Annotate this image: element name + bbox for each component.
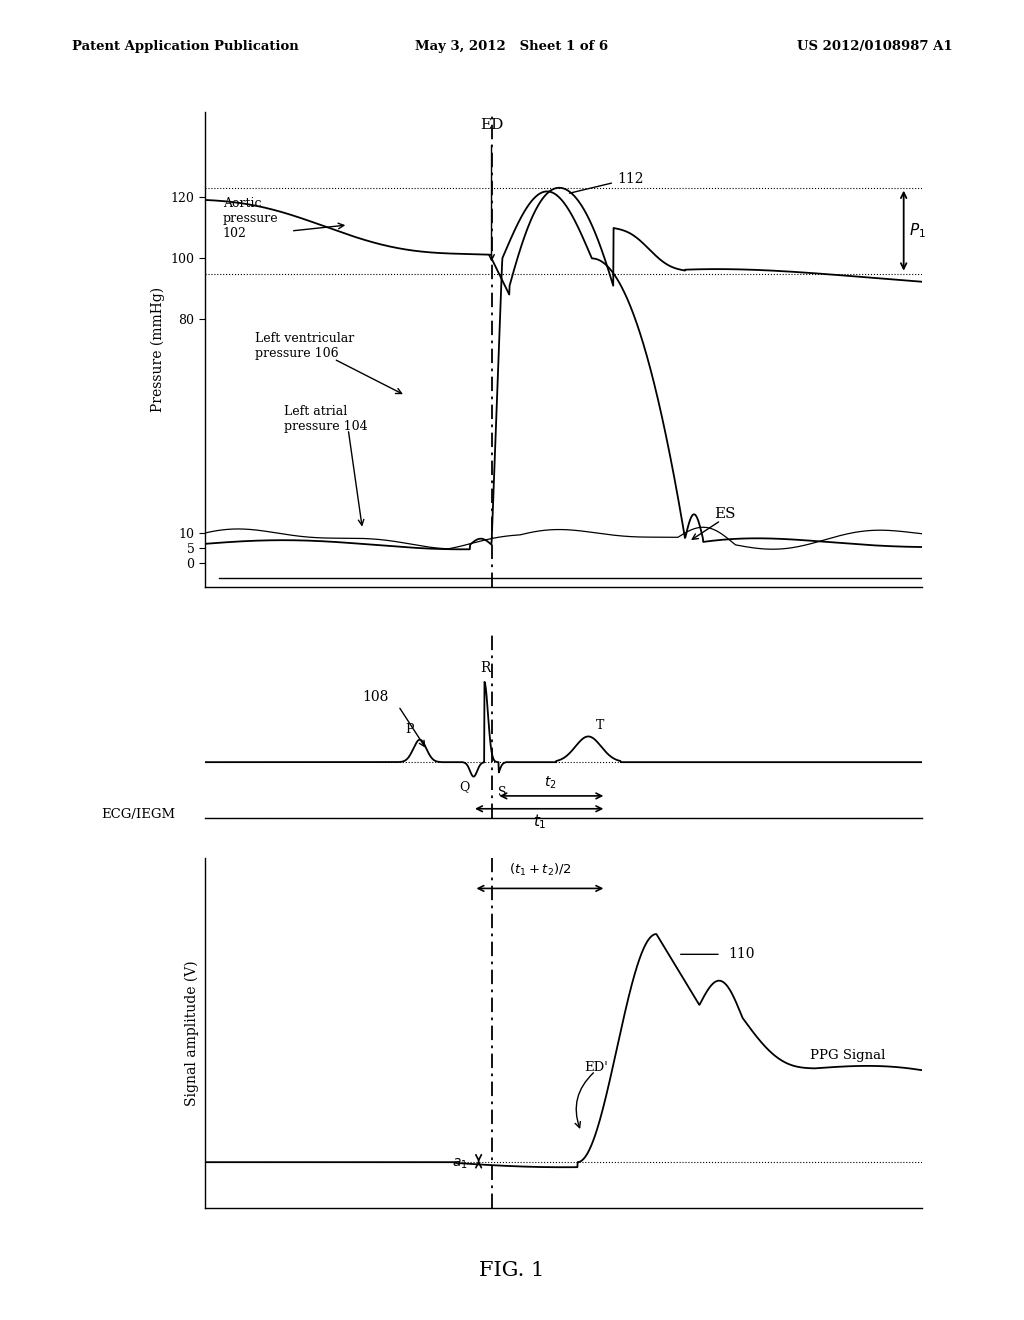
Text: ES: ES [714, 507, 735, 521]
Text: ED': ED' [585, 1061, 608, 1073]
Text: PPG Signal: PPG Signal [810, 1049, 886, 1063]
Text: T: T [596, 718, 604, 731]
Text: P: P [406, 723, 414, 737]
Text: Patent Application Publication: Patent Application Publication [72, 40, 298, 53]
Text: 108: 108 [362, 690, 389, 705]
Y-axis label: Pressure (mmHg): Pressure (mmHg) [151, 288, 165, 412]
Text: ED: ED [480, 119, 503, 132]
Y-axis label: Signal amplitude (V): Signal amplitude (V) [185, 960, 200, 1106]
Text: 112: 112 [569, 172, 643, 193]
Text: R: R [480, 661, 490, 676]
Text: $(t_1 + t_2)/2$: $(t_1 + t_2)/2$ [509, 862, 571, 878]
Text: Left ventricular
pressure 106: Left ventricular pressure 106 [255, 331, 354, 359]
Text: Aortic
pressure
102: Aortic pressure 102 [223, 198, 279, 240]
Text: Q: Q [460, 780, 470, 793]
Text: May 3, 2012   Sheet 1 of 6: May 3, 2012 Sheet 1 of 6 [416, 40, 608, 53]
Text: US 2012/0108987 A1: US 2012/0108987 A1 [797, 40, 952, 53]
Text: 110: 110 [728, 948, 755, 961]
Text: Left atrial
pressure 104: Left atrial pressure 104 [284, 405, 368, 433]
Text: S: S [498, 787, 507, 800]
Text: $a_1$: $a_1$ [453, 1156, 468, 1171]
Text: $t_1$: $t_1$ [534, 812, 547, 830]
Text: FIG. 1: FIG. 1 [479, 1262, 545, 1280]
Text: ECG/IEGM: ECG/IEGM [101, 808, 175, 821]
Text: $P_1$: $P_1$ [909, 222, 927, 240]
Text: $t_2$: $t_2$ [545, 775, 557, 791]
